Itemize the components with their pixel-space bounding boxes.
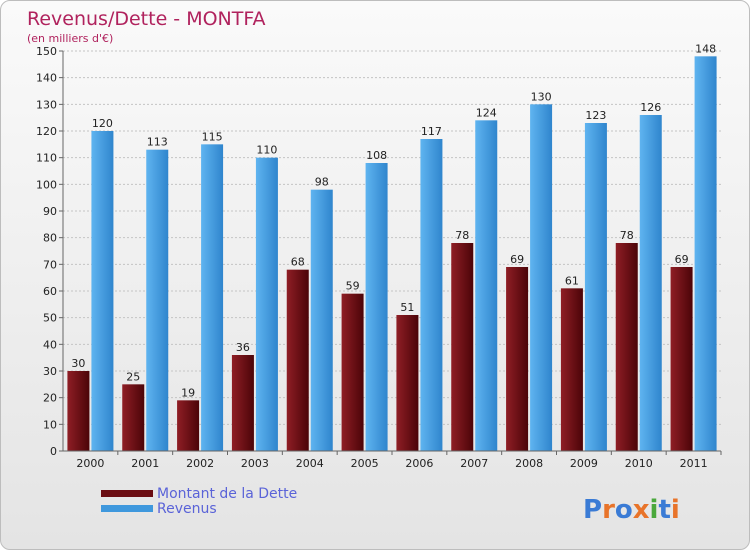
x-axis: 2000 2001 2002 2003 2004 2005 2006 2007 2008 2009… — [63, 450, 722, 470]
legend-swatch-debt — [101, 490, 153, 497]
y-tick-label: 60 — [43, 285, 57, 298]
data-label-revenue: 126 — [640, 101, 661, 114]
bar-revenue — [365, 163, 388, 451]
legend-label-debt: Montant de la Dette — [157, 486, 297, 502]
logo-letter: P — [583, 495, 602, 525]
bar-debt — [177, 400, 200, 451]
legend-label-revenue: Revenus — [157, 501, 217, 517]
y-tick-label: 110 — [36, 152, 57, 165]
logo-letter: t — [658, 495, 670, 525]
x-tick-label: 2007 — [460, 457, 488, 470]
data-label-revenue: 113 — [147, 136, 168, 149]
bar-debt — [506, 267, 529, 451]
data-label-debt: 61 — [565, 274, 579, 287]
bar-revenue — [91, 131, 114, 451]
data-label-revenue: 124 — [476, 106, 497, 119]
y-tick-label: 40 — [43, 338, 57, 351]
data-label-revenue: 117 — [421, 125, 442, 138]
logo-letter: o — [615, 495, 633, 525]
y-tick-label: 80 — [43, 232, 57, 245]
data-label-debt: 78 — [455, 229, 469, 242]
bar-debt — [615, 243, 638, 451]
proxiti-logo: Proxiti — [583, 495, 680, 525]
y-tick-label: 100 — [36, 178, 57, 191]
data-label-revenue: 123 — [585, 109, 606, 122]
x-tick-label: 2000 — [76, 457, 104, 470]
y-tick-label: 130 — [36, 98, 57, 111]
bar-debt — [670, 267, 693, 451]
y-tick-label: 140 — [36, 72, 57, 85]
x-tick-label: 2003 — [241, 457, 269, 470]
data-label-debt: 69 — [510, 253, 524, 266]
bar-debt — [122, 384, 145, 451]
grid-lines — [63, 50, 721, 452]
data-label-revenue: 115 — [202, 130, 223, 143]
bar-debt — [451, 243, 474, 451]
logo-text: Proxiti — [583, 495, 680, 525]
data-label-debt: 25 — [126, 370, 140, 383]
x-tick-label: 2004 — [296, 457, 324, 470]
logo-letter: i — [650, 495, 659, 525]
x-tick-label: 2002 — [186, 457, 214, 470]
logo-letter: i — [671, 495, 680, 525]
x-tick-label: 2006 — [405, 457, 433, 470]
y-tick-label: 120 — [36, 125, 57, 138]
bar-revenue — [530, 104, 553, 451]
data-label-debt: 68 — [291, 256, 305, 269]
bar-revenue — [420, 139, 443, 451]
bar-revenue — [255, 157, 278, 451]
bar-debt — [67, 371, 90, 451]
legend-swatch-revenue — [101, 505, 153, 512]
x-tick-label: 2001 — [131, 457, 159, 470]
data-label-debt: 69 — [675, 253, 689, 266]
bar-revenue — [201, 144, 224, 452]
data-label-revenue: 120 — [92, 117, 113, 130]
data-label-revenue: 130 — [531, 90, 552, 103]
data-label-debt: 19 — [181, 386, 195, 399]
bars: 30 120 25 113 19 115 36 110 68 98 59 108 51 117 78 124 6… — [67, 42, 717, 452]
data-label-debt: 30 — [71, 357, 85, 370]
data-label-debt: 59 — [346, 280, 360, 293]
y-tick-label: 30 — [43, 365, 57, 378]
y-tick-label: 20 — [43, 392, 57, 405]
data-label-revenue: 98 — [315, 176, 329, 189]
data-label-debt: 78 — [620, 229, 634, 242]
x-tick-label: 2010 — [625, 457, 653, 470]
bar-revenue — [639, 115, 662, 451]
x-tick-label: 2009 — [570, 457, 598, 470]
bar-revenue — [146, 149, 169, 451]
y-axis: 0 10 20 30 40 50 60 70 80 90 100 110 120 130 140 150 — [36, 45, 64, 458]
bar-revenue — [584, 123, 607, 451]
bar-debt — [341, 293, 364, 451]
x-tick-label: 2011 — [680, 457, 708, 470]
y-tick-label: 90 — [43, 205, 57, 218]
logo-letter: x — [633, 495, 650, 525]
data-label-revenue: 110 — [256, 144, 277, 157]
data-label-revenue: 148 — [695, 42, 716, 55]
bar-debt — [286, 269, 309, 451]
bar-revenue — [694, 56, 717, 451]
chart-subtitle: (en milliers d'€) — [27, 32, 113, 45]
chart-title: Revenus/Dette - MONTFA — [27, 8, 266, 30]
data-label-debt: 51 — [400, 301, 414, 314]
y-tick-label: 50 — [43, 312, 57, 325]
y-tick-label: 70 — [43, 258, 57, 271]
logo-letter: r — [602, 495, 615, 525]
bar-revenue — [475, 120, 498, 451]
y-tick-label: 10 — [43, 418, 57, 431]
y-tick-label: 150 — [36, 45, 57, 58]
x-tick-label: 2005 — [351, 457, 379, 470]
bar-revenue — [310, 189, 333, 451]
bar-debt — [396, 315, 419, 451]
y-tick-label: 0 — [50, 445, 57, 458]
x-tick-label: 2008 — [515, 457, 543, 470]
data-label-debt: 36 — [236, 341, 250, 354]
bar-debt — [231, 355, 254, 451]
data-label-revenue: 108 — [366, 149, 387, 162]
bar-debt — [560, 288, 583, 451]
